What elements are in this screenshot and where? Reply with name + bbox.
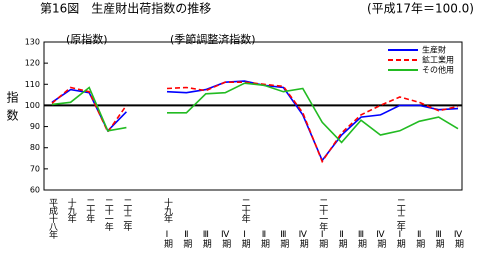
x-tick-label: 二十一年 — [317, 198, 328, 232]
legend-label: その他用 — [422, 65, 454, 75]
series-line — [51, 88, 127, 133]
series-line — [167, 82, 459, 144]
y-tick-label: 100 — [25, 101, 40, 110]
series-line — [166, 81, 459, 164]
series-line — [51, 86, 128, 134]
legend-label: 鉱工業用 — [422, 55, 454, 65]
y-tick-label: 110 — [25, 80, 40, 89]
x-tick-label: Ⅲ期 — [356, 230, 367, 249]
x-tick-label: Ⅳ期 — [453, 230, 464, 249]
x-tick-label: Ⅰ期 — [317, 230, 328, 249]
y-tick-label: 70 — [30, 164, 40, 173]
y-tick-label: 60 — [30, 186, 40, 195]
x-tick-label: 十九年 — [66, 197, 77, 224]
y-tick-label: 90 — [30, 122, 40, 131]
x-tick-label: Ⅲ期 — [278, 230, 289, 249]
chart-subtitle: (平成17年＝100.0) — [367, 2, 474, 16]
plot-frame — [43, 41, 463, 191]
x-tick-label: Ⅱ期 — [337, 230, 348, 249]
y-tick-label: 130 — [25, 38, 40, 47]
annotation: (原指数) — [66, 32, 108, 46]
y-tick-label: 120 — [25, 59, 40, 68]
x-tick-label: Ⅱ期 — [259, 230, 270, 249]
x-tick-label: Ⅲ期 — [201, 230, 212, 249]
annotation: (季節調整済指数) — [170, 32, 256, 46]
legend-label: 生産財 — [422, 45, 446, 55]
chart-title: 第16図 生産財出荷指数の推移 — [40, 1, 211, 16]
x-tick-label: 二十二年 — [395, 198, 406, 232]
x-tick-label: 二十年 — [240, 198, 251, 224]
x-tick-label: Ⅱ期 — [414, 230, 425, 249]
x-tick-label: Ⅰ期 — [240, 230, 251, 249]
x-tick-label: 二十二年 — [121, 198, 131, 232]
y-axis-label: 指数 — [5, 90, 19, 127]
x-tick-label: Ⅳ期 — [220, 230, 231, 249]
x-tick-label: 二十一年 — [103, 198, 114, 232]
x-tick-label: 二十年 — [84, 198, 95, 224]
x-tick-label: Ⅳ期 — [298, 230, 309, 249]
y-tick-label: 80 — [30, 143, 40, 152]
x-tick-label: 十九年 — [162, 197, 173, 224]
x-tick-label: Ⅳ期 — [375, 230, 386, 249]
x-tick-label: Ⅰ期 — [162, 230, 173, 249]
series-line — [51, 86, 127, 132]
x-tick-label: Ⅰ期 — [395, 230, 406, 249]
x-tick-label: Ⅱ期 — [181, 230, 192, 249]
x-tick-label: Ⅲ期 — [434, 230, 445, 249]
x-tick-label: 平成十八年 — [47, 198, 58, 240]
